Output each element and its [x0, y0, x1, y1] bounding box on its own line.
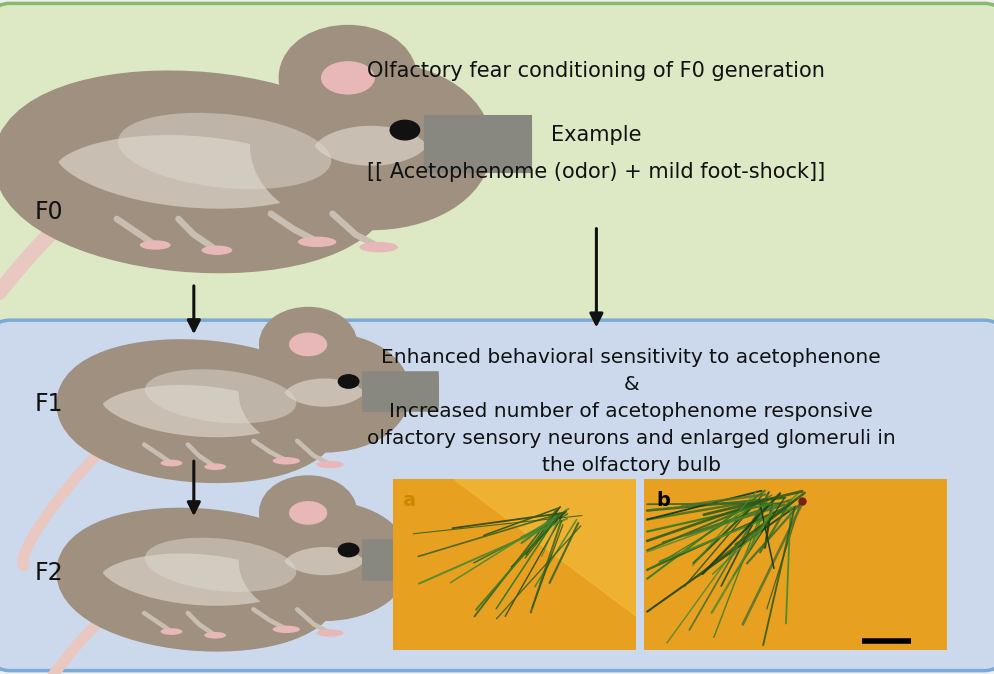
Circle shape — [338, 374, 360, 389]
Ellipse shape — [278, 326, 338, 363]
Ellipse shape — [145, 369, 296, 423]
Text: Increased number of acetophenome responsive: Increased number of acetophenome respons… — [390, 402, 873, 421]
Text: Example: Example — [551, 125, 642, 145]
Ellipse shape — [289, 332, 327, 357]
Ellipse shape — [140, 241, 171, 249]
Ellipse shape — [205, 464, 227, 470]
Text: [[ Acetophenome (odor) + mild foot-shock]]: [[ Acetophenome (odor) + mild foot-shock… — [367, 162, 826, 182]
Text: Olfactory fear conditioning of F0 generation: Olfactory fear conditioning of F0 genera… — [368, 61, 825, 81]
Ellipse shape — [272, 625, 300, 633]
Ellipse shape — [360, 242, 398, 252]
Ellipse shape — [205, 632, 227, 638]
Ellipse shape — [145, 538, 296, 592]
Polygon shape — [453, 479, 636, 616]
Ellipse shape — [118, 113, 331, 189]
Text: a: a — [403, 491, 415, 510]
Ellipse shape — [272, 457, 300, 464]
Ellipse shape — [80, 530, 318, 629]
Ellipse shape — [261, 524, 388, 599]
Ellipse shape — [376, 398, 394, 405]
Ellipse shape — [161, 628, 183, 635]
Ellipse shape — [443, 153, 468, 164]
Circle shape — [390, 120, 420, 141]
Text: b: b — [656, 491, 670, 510]
Ellipse shape — [26, 102, 362, 241]
Ellipse shape — [321, 61, 375, 94]
Ellipse shape — [278, 495, 338, 531]
Ellipse shape — [316, 630, 344, 637]
Ellipse shape — [305, 52, 391, 104]
Ellipse shape — [298, 237, 336, 247]
Ellipse shape — [282, 94, 459, 198]
Ellipse shape — [161, 460, 183, 466]
Ellipse shape — [202, 245, 233, 255]
Ellipse shape — [316, 461, 344, 468]
Text: Enhanced behavioral sensitivity to acetophenone: Enhanced behavioral sensitivity to aceto… — [382, 348, 881, 367]
Ellipse shape — [261, 355, 388, 430]
Text: the olfactory bulb: the olfactory bulb — [542, 456, 721, 474]
Ellipse shape — [289, 501, 327, 525]
FancyBboxPatch shape — [0, 320, 994, 671]
Ellipse shape — [80, 362, 318, 460]
Circle shape — [338, 543, 360, 557]
Text: F0: F0 — [35, 200, 64, 224]
Text: F2: F2 — [35, 561, 64, 585]
Text: &: & — [623, 375, 639, 394]
FancyBboxPatch shape — [0, 3, 994, 340]
Text: F1: F1 — [35, 392, 64, 417]
Text: olfactory sensory neurons and enlarged glomeruli in: olfactory sensory neurons and enlarged g… — [367, 429, 896, 448]
Ellipse shape — [376, 566, 394, 574]
